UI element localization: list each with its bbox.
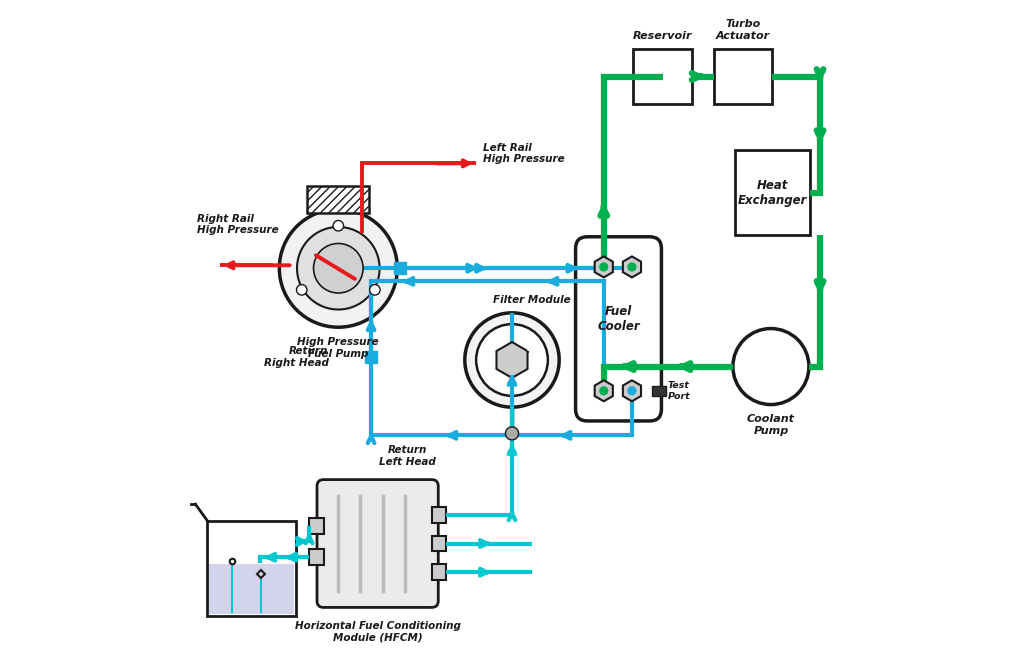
Bar: [207, 521, 296, 615]
Circle shape: [599, 262, 608, 272]
Circle shape: [297, 227, 380, 309]
FancyBboxPatch shape: [575, 237, 662, 421]
Circle shape: [628, 386, 637, 395]
Text: High Pressure
Fuel Pump: High Pressure Fuel Pump: [298, 337, 379, 359]
Circle shape: [599, 386, 608, 395]
FancyBboxPatch shape: [307, 186, 370, 213]
FancyBboxPatch shape: [317, 480, 438, 607]
Bar: [366, 351, 377, 363]
Circle shape: [628, 262, 637, 272]
Text: Horizontal Fuel Conditioning
Module (HFCM): Horizontal Fuel Conditioning Module (HFC…: [295, 621, 461, 642]
Bar: [432, 507, 446, 523]
Text: Right Rail
High Pressure: Right Rail High Pressure: [198, 214, 279, 235]
Polygon shape: [595, 380, 612, 401]
Bar: [309, 518, 324, 534]
Bar: [651, 385, 666, 396]
Circle shape: [733, 329, 809, 405]
Text: Left Rail
High Pressure: Left Rail High Pressure: [482, 143, 564, 165]
Bar: [633, 49, 692, 104]
Bar: [394, 262, 406, 274]
Text: Turbo
Actuator: Turbo Actuator: [716, 19, 770, 41]
Circle shape: [280, 210, 397, 327]
Polygon shape: [497, 342, 527, 378]
Text: Test
Port: Test Port: [668, 381, 690, 401]
Circle shape: [476, 324, 548, 396]
Polygon shape: [623, 256, 641, 278]
Text: Fuel
Cooler: Fuel Cooler: [597, 305, 640, 333]
Bar: [714, 49, 771, 104]
Circle shape: [333, 221, 343, 231]
Polygon shape: [595, 256, 612, 278]
Bar: [432, 535, 446, 551]
Circle shape: [313, 243, 364, 293]
Bar: [209, 564, 294, 613]
Text: Heat
Exchanger: Heat Exchanger: [738, 179, 807, 207]
Circle shape: [370, 285, 380, 295]
Bar: [309, 549, 324, 565]
Text: Filter Module: Filter Module: [493, 295, 570, 305]
Bar: [432, 564, 446, 580]
Text: Reservoir: Reservoir: [633, 31, 692, 41]
Circle shape: [297, 285, 307, 295]
Circle shape: [506, 427, 518, 440]
Polygon shape: [623, 380, 641, 401]
Text: Return
Left Head: Return Left Head: [379, 446, 435, 467]
Text: Coolant
Pump: Coolant Pump: [746, 414, 795, 436]
Bar: [735, 150, 810, 235]
Circle shape: [465, 313, 559, 407]
Text: Return
Right Head: Return Right Head: [263, 346, 329, 368]
